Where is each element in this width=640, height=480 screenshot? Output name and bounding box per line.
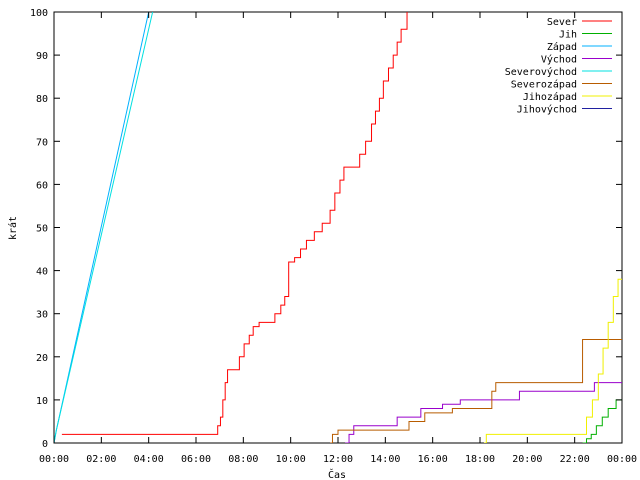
x-tick-label: 08:00 — [228, 454, 258, 465]
x-tick-label: 18:00 — [465, 454, 495, 465]
legend-label: Jih — [559, 30, 577, 41]
x-tick-label: 22:00 — [560, 454, 590, 465]
x-tick-label: 16:00 — [418, 454, 448, 465]
y-tick-label: 70 — [36, 137, 48, 148]
x-tick-label: 00:00 — [39, 454, 69, 465]
y-tick-label: 0 — [42, 439, 48, 450]
series-line-severozápad — [330, 339, 622, 443]
legend-label: Východ — [541, 54, 577, 66]
x-tick-label: 00:00 — [607, 454, 637, 465]
series-line-severovýchod — [54, 12, 154, 443]
x-tick-label: 04:00 — [134, 454, 164, 465]
y-tick-label: 20 — [36, 353, 48, 364]
series-line-jihozápad — [483, 278, 622, 443]
y-axis-label: krát — [7, 216, 19, 240]
x-tick-label: 02:00 — [86, 454, 116, 465]
legend-label: Západ — [547, 41, 577, 53]
legend-label: Severovýchod — [505, 66, 577, 78]
x-tick-label: 12:00 — [323, 454, 353, 465]
y-tick-label: 30 — [36, 310, 48, 321]
series-layer — [54, 12, 622, 443]
legend: Sever JihZápadVýchodSeverovýchodSeverozáp… — [505, 17, 612, 116]
axis-ticks: 0 10 20 30 40 50 60 70 80 90 100 00:00 02:00 04:00 06:… — [30, 8, 637, 465]
y-tick-label: 40 — [36, 267, 48, 278]
y-tick-label: 100 — [30, 8, 48, 19]
series-line-sever — [61, 12, 408, 435]
y-tick-label: 60 — [36, 180, 48, 191]
y-tick-label: 10 — [36, 396, 48, 407]
legend-label: Severozápad — [511, 79, 577, 91]
x-tick-label: 10:00 — [276, 454, 306, 465]
x-tick-label: 14:00 — [370, 454, 400, 465]
y-tick-label: 50 — [36, 224, 48, 235]
y-tick-label: 80 — [36, 94, 48, 105]
legend-label: Jihovýchod — [517, 104, 577, 116]
series-line-východ — [345, 382, 622, 443]
series-line-jih — [582, 399, 622, 443]
legend-label: Jihozápad — [523, 91, 577, 103]
y-tick-label: 90 — [36, 51, 48, 62]
x-axis-label: Čas — [328, 468, 346, 480]
x-tick-label: 06:00 — [181, 454, 211, 465]
legend-label: Sever — [547, 17, 577, 28]
x-tick-label: 20:00 — [512, 454, 542, 465]
